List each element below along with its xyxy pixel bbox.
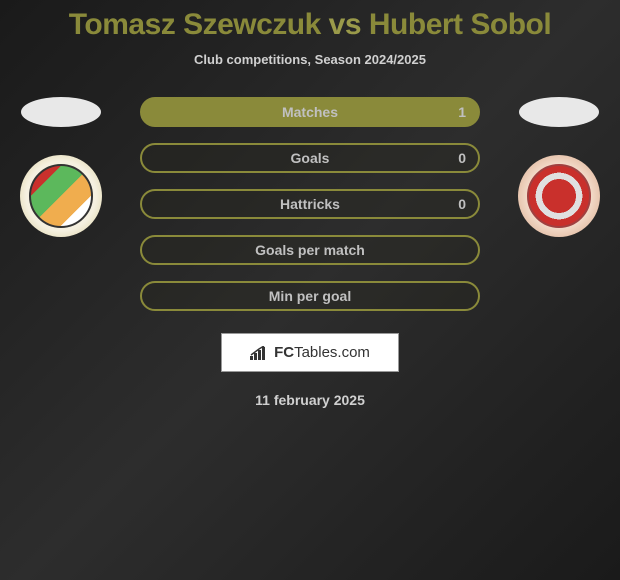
comparison-container: Tomasz Szewczuk vs Hubert Sobol Club com…	[0, 0, 620, 580]
stat-bar-hattricks: Hattricks 0	[140, 189, 480, 219]
brand-text: FCTables.com	[274, 344, 370, 361]
subtitle: Club competitions, Season 2024/2025	[194, 52, 426, 67]
stat-right-value: 0	[458, 196, 466, 212]
stat-label: Goals	[291, 150, 330, 166]
brand-fc: FC	[274, 344, 294, 361]
page-title: Tomasz Szewczuk vs Hubert Sobol	[69, 8, 551, 42]
comparison-area: Matches 1 Goals 0 Hattricks 0 Goals per …	[0, 97, 620, 311]
player-left-column	[20, 97, 102, 237]
stat-bar-goals: Goals 0	[140, 143, 480, 173]
vs-text: vs	[329, 8, 361, 41]
player1-name: Tomasz Szewczuk	[69, 8, 321, 41]
stat-label: Min per goal	[269, 288, 351, 304]
date-text: 11 february 2025	[255, 392, 365, 408]
stat-label: Hattricks	[280, 196, 340, 212]
stat-right-value: 0	[458, 150, 466, 166]
stat-bar-matches: Matches 1	[140, 97, 480, 127]
player2-photo	[519, 97, 599, 127]
stat-bar-min-per-goal: Min per goal	[140, 281, 480, 311]
player-right-column	[518, 97, 600, 237]
stat-bar-goals-per-match: Goals per match	[140, 235, 480, 265]
stats-column: Matches 1 Goals 0 Hattricks 0 Goals per …	[140, 97, 480, 311]
brand-box: FCTables.com	[221, 333, 399, 372]
player2-name: Hubert Sobol	[369, 8, 551, 41]
stat-label: Goals per match	[255, 242, 365, 258]
player1-photo	[21, 97, 101, 127]
player2-club-badge	[518, 155, 600, 237]
stat-label: Matches	[282, 104, 338, 120]
chart-icon	[250, 346, 268, 360]
brand-rest: Tables.com	[294, 344, 370, 361]
player1-club-badge	[20, 155, 102, 237]
stat-right-value: 1	[458, 104, 466, 120]
